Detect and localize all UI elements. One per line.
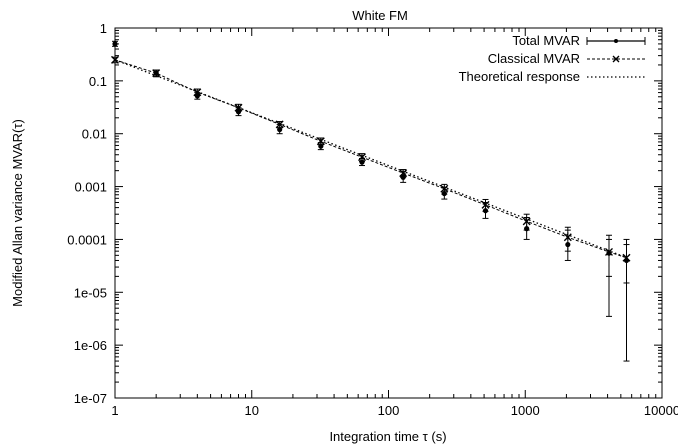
y-tick-label: 0.1 [89,74,107,89]
total-mvar-point [112,41,118,47]
x-tick-label: 1 [111,403,118,418]
x-tick-label: 10 [245,403,259,418]
theoretical-response-line [114,59,627,259]
classical-mvar-point [193,88,202,97]
total-mvar-point [277,126,283,133]
x-tick-label: 10000 [644,403,678,418]
classical-mvar-point [622,253,631,262]
classical-mvar-point [522,217,531,226]
x-axis: 1 10 100 1000 10000 [111,28,678,418]
classical-mvar-point [316,137,325,146]
classical-mvar-point [399,169,408,178]
total-mvar-point [359,159,365,165]
x-marker-stroke [193,88,202,97]
y-tick-label: 0.001 [74,180,107,195]
x-marker-stroke [604,247,613,256]
y-axis: 1 0.1 0.01 0.001 0.0001 1e-05 1e-06 1e-07 [67,21,662,406]
x-tick-label: 1000 [511,403,540,418]
x-marker-stroke [152,69,161,78]
x-tick-label: 100 [378,403,400,418]
x-marker-stroke [358,153,366,162]
classical-mvar-point [234,103,243,112]
y-axis-title: Modified Allan variance MVAR(τ) [10,119,25,307]
x-marker-stroke [234,103,243,112]
x-marker-stroke [316,137,325,146]
classical-mvar-point [152,69,161,78]
chart-title: White FM [352,8,408,23]
data-series [111,40,631,362]
x-marker-stroke [399,169,408,178]
x-marker-stroke [481,200,490,209]
classical-mvar-line [114,59,627,259]
classical-mvar-point [440,184,449,193]
classical-mvar-point [563,233,572,242]
legend-swatch-classical-marker [612,55,620,63]
y-tick-label: 1e-05 [74,285,107,300]
legend: Total MVAR Classical MVAR Theoretical re… [459,33,646,84]
classical-mvar-point [358,153,366,162]
legend-swatch-total-marker [614,39,618,43]
legend-label-classical: Classical MVAR [488,51,580,66]
legend-label-theoretical: Theoretical response [459,69,580,84]
x-marker-stroke [622,253,631,262]
x-marker-stroke [275,120,284,129]
y-tick-label: 0.0001 [67,232,107,247]
classical-mvar-point [275,120,284,129]
x-marker-stroke [440,184,449,193]
y-tick-label: 0.01 [82,127,107,142]
x-axis-title: Integration time τ (s) [329,429,446,444]
legend-label-total: Total MVAR [512,33,580,48]
x-marker-stroke [563,233,572,242]
classical-mvar-point [481,200,490,209]
classical-mvar-point [111,55,119,64]
y-tick-label: 1e-06 [74,338,107,353]
legend-swatches [586,37,646,78]
total-mvar-point [441,190,447,197]
x-marker-stroke [522,217,531,226]
y-tick-label: 1e-07 [74,391,107,406]
y-tick-label: 1 [100,21,107,36]
x-marker-stroke [111,55,119,64]
classical-mvar-point [604,247,613,256]
